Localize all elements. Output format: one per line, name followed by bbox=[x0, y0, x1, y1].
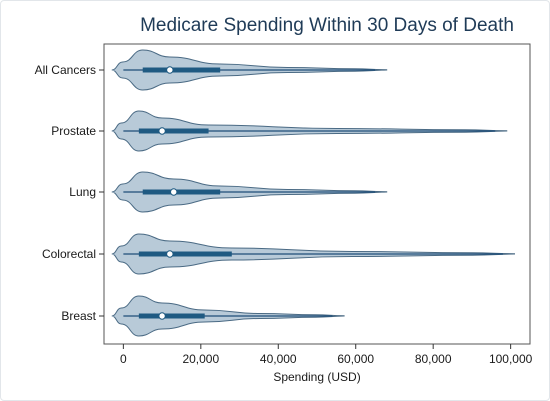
category-label: All Cancers bbox=[35, 63, 96, 77]
x-tick-label: 20,000 bbox=[182, 352, 219, 366]
violin-all-cancers bbox=[111, 49, 388, 91]
chart-title: Medicare Spending Within 30 Days of Deat… bbox=[140, 15, 514, 36]
median-marker bbox=[170, 188, 178, 196]
x-tick-label: 40,000 bbox=[260, 352, 297, 366]
violin-breast bbox=[111, 295, 345, 337]
median-marker bbox=[166, 250, 174, 258]
violins-group bbox=[111, 49, 516, 337]
violin-prostate bbox=[111, 110, 508, 152]
x-tick-label: 80,000 bbox=[415, 352, 452, 366]
x-axis: 0 20,000 40,000 60,000 80,000 100,000 bbox=[120, 344, 533, 366]
category-label: Colorectal bbox=[42, 247, 96, 261]
x-tick-label: 100,000 bbox=[489, 352, 533, 366]
violin-colorectal bbox=[111, 233, 516, 275]
x-axis-title: Spending (USD) bbox=[273, 370, 360, 384]
category-label: Lung bbox=[69, 185, 96, 199]
iqr-box bbox=[142, 189, 221, 195]
x-tick-label: 60,000 bbox=[337, 352, 374, 366]
y-axis: All Cancers Prostate Lung Colorectal Breast bbox=[35, 63, 104, 323]
category-label: Prostate bbox=[51, 124, 96, 138]
median-marker bbox=[158, 127, 166, 135]
iqr-box bbox=[142, 67, 221, 73]
iqr-box bbox=[138, 251, 232, 257]
category-label: Breast bbox=[61, 309, 96, 323]
x-tick-label: 0 bbox=[120, 352, 127, 366]
iqr-box bbox=[138, 128, 209, 134]
iqr-box bbox=[138, 313, 205, 319]
violin-lung bbox=[111, 171, 388, 213]
median-marker bbox=[158, 312, 166, 320]
median-marker bbox=[166, 66, 174, 74]
